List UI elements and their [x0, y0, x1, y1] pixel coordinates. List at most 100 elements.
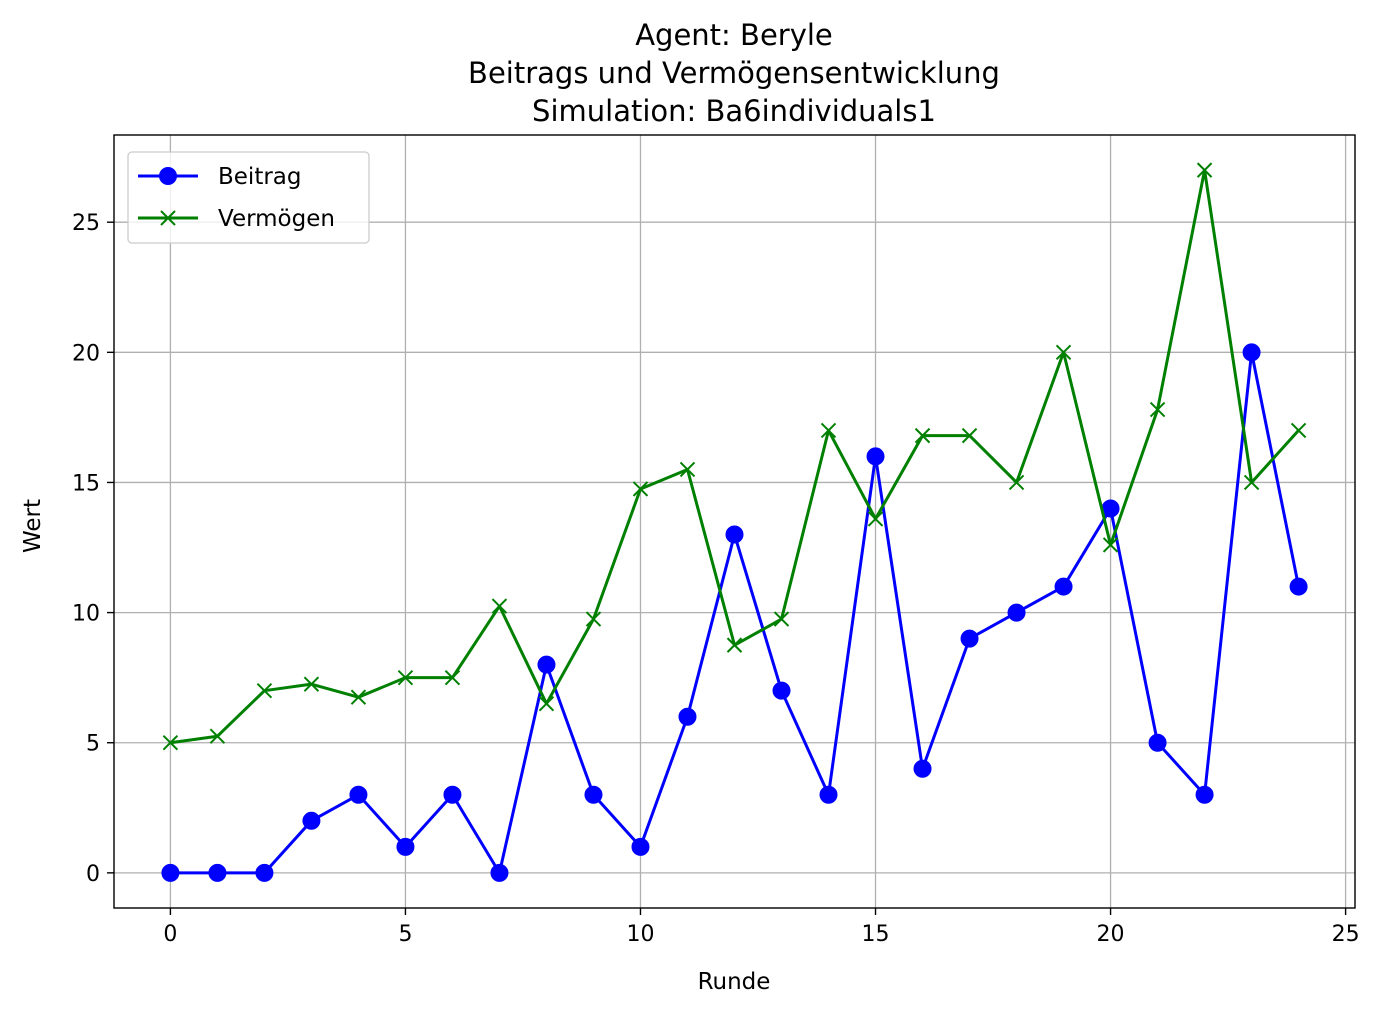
title-line-3: Simulation: Ba6individuals1: [532, 94, 936, 128]
data-point-verm-gen: [444, 669, 461, 686]
x-tick-label: 25: [1332, 922, 1360, 947]
data-point-verm-gen: [1008, 474, 1025, 491]
data-point-verm-gen: [1055, 344, 1072, 361]
x-tick-label: 20: [1097, 922, 1125, 947]
y-tick-label: 20: [72, 341, 100, 366]
x-axis-label: Runde: [698, 969, 771, 995]
marker-stroke: [1102, 537, 1119, 553]
data-point-verm-gen: [1102, 537, 1119, 553]
series: [161, 162, 1308, 882]
marker-stroke: [1196, 162, 1213, 178]
marker-stroke: [961, 427, 978, 444]
data-point-verm-gen: [162, 735, 179, 751]
plot-frame: [113, 134, 1356, 909]
data-point-beitrag: [1242, 343, 1261, 362]
y-tick-label: 0: [86, 862, 100, 887]
data-point-beitrag: [349, 785, 368, 804]
data-point-verm-gen: [820, 422, 837, 439]
marker-stroke: [160, 210, 176, 226]
data-point-beitrag: [161, 863, 180, 882]
data-point-beitrag: [443, 785, 462, 804]
data-point-beitrag: [302, 811, 321, 830]
data-point-beitrag: [772, 681, 791, 700]
marker-stroke: [1149, 401, 1166, 418]
marker-stroke: [1290, 422, 1307, 439]
data-point-verm-gen: [961, 427, 978, 444]
y-tick-label: 15: [72, 471, 100, 496]
data-point-verm-gen: [491, 598, 508, 614]
marker-stroke: [1008, 474, 1025, 491]
marker-stroke: [256, 682, 273, 699]
data-point-beitrag: [208, 863, 227, 882]
data-point-verm-gen: [350, 689, 367, 705]
legend-marker-beitrag: [159, 167, 177, 185]
data-point-beitrag: [490, 863, 509, 882]
title-line-1: Agent: Beryle: [635, 18, 833, 52]
legend-item-verm-gen: Vermögen: [138, 206, 335, 232]
data-point-verm-gen: [538, 695, 555, 712]
series-line-verm-gen: [170, 168, 1300, 745]
marker-stroke: [397, 669, 414, 686]
series-beitrag: [161, 343, 1308, 882]
title-line-2: Beitrags und Vermögensentwicklung: [468, 56, 1000, 90]
data-point-beitrag: [1195, 785, 1214, 804]
marker-stroke: [162, 735, 179, 751]
legend-marker-verm-gen: [160, 210, 176, 226]
marker-stroke: [585, 611, 602, 627]
marker-stroke: [350, 689, 367, 705]
data-point-beitrag: [913, 759, 932, 778]
marker-stroke: [726, 637, 743, 653]
data-point-verm-gen: [585, 611, 602, 627]
legend: Beitrag Vermögen: [127, 151, 370, 244]
y-tick-label: 5: [86, 732, 100, 757]
marker-stroke: [773, 611, 790, 627]
series-verm-gen: [162, 162, 1307, 751]
data-point-beitrag: [725, 525, 744, 544]
data-point-verm-gen: [209, 728, 226, 744]
marker-stroke: [303, 676, 320, 692]
marker-stroke: [867, 511, 884, 527]
marker-stroke: [209, 728, 226, 744]
data-point-beitrag: [584, 785, 603, 804]
marker-stroke: [820, 422, 837, 439]
marker-stroke: [1055, 344, 1072, 361]
data-point-beitrag: [537, 655, 556, 674]
data-point-verm-gen: [726, 637, 743, 653]
y-tick-label: 25: [72, 211, 100, 236]
data-point-verm-gen: [679, 461, 696, 478]
axes: 0 5 10 15 20 25 0 5 10 15 20 25: [72, 134, 1360, 947]
data-point-beitrag: [819, 785, 838, 804]
y-tick-label: 10: [72, 602, 100, 627]
legend-item-beitrag: Beitrag: [138, 164, 302, 190]
data-point-verm-gen: [1196, 162, 1213, 178]
data-point-beitrag: [866, 447, 885, 466]
data-point-verm-gen: [1149, 401, 1166, 418]
data-point-beitrag: [1054, 577, 1073, 596]
marker-stroke: [444, 669, 461, 686]
data-point-verm-gen: [256, 682, 273, 699]
data-point-beitrag: [1007, 603, 1026, 622]
legend-label-beitrag: Beitrag: [218, 164, 302, 190]
chart-title: Agent: Beryle Beitrags und Vermögensentw…: [468, 18, 1000, 128]
grid: [114, 135, 1355, 908]
data-point-beitrag: [1148, 733, 1167, 752]
data-point-beitrag: [255, 863, 274, 882]
data-point-beitrag: [1289, 577, 1308, 596]
y-axis-label: Wert: [20, 499, 46, 553]
marker-stroke: [1243, 474, 1260, 491]
marker-stroke: [538, 695, 555, 712]
marker-stroke: [679, 461, 696, 478]
data-point-beitrag: [678, 707, 697, 726]
data-point-verm-gen: [397, 669, 414, 686]
data-point-verm-gen: [867, 511, 884, 527]
data-point-beitrag: [960, 629, 979, 648]
legend-label-verm-gen: Vermögen: [218, 206, 335, 232]
data-point-beitrag: [396, 837, 415, 856]
x-tick-label: 5: [398, 922, 412, 947]
data-point-verm-gen: [914, 427, 931, 444]
marker-stroke: [914, 427, 931, 444]
marker-stroke: [632, 481, 649, 497]
data-point-verm-gen: [773, 611, 790, 627]
